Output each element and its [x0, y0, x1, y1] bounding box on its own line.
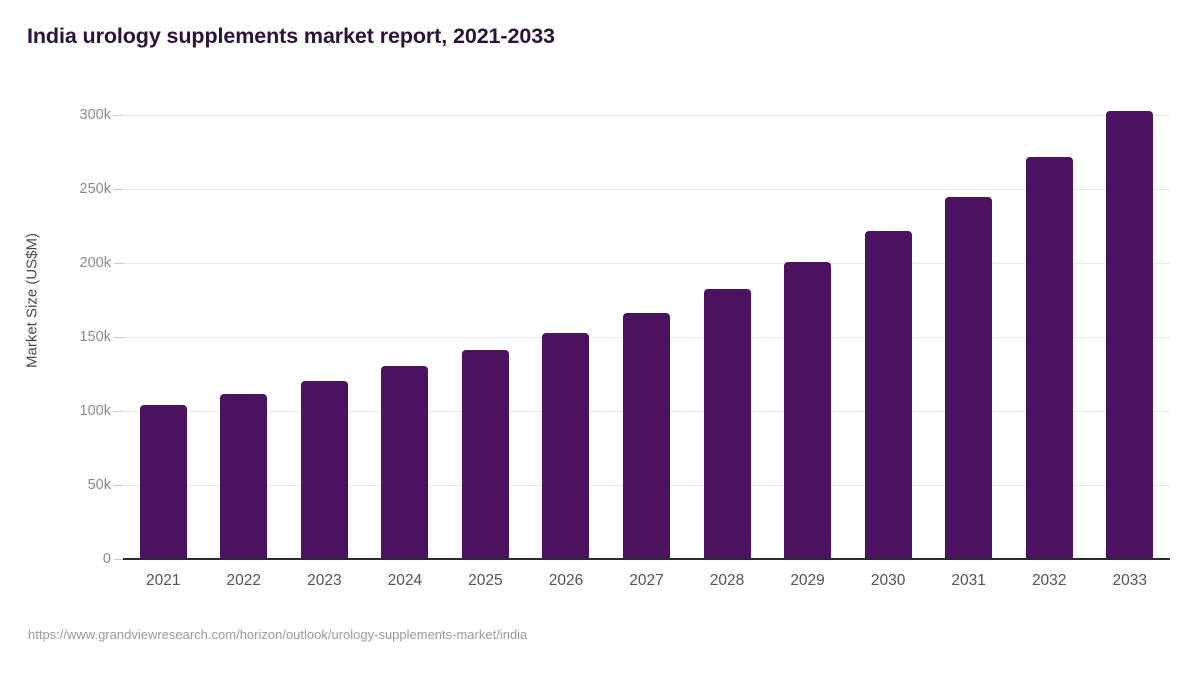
y-tick-label: 200k: [79, 255, 111, 271]
y-axis-title: Market Size (US$M): [23, 232, 41, 369]
bar[interactable]: [703, 288, 751, 559]
y-tick-mark: [114, 337, 123, 338]
y-tick-mark: [114, 189, 123, 190]
y-tick-label: 250k: [79, 181, 111, 197]
bar[interactable]: [381, 366, 429, 559]
bar[interactable]: [542, 332, 590, 559]
x-tick-label: 2031: [951, 572, 986, 589]
x-tick-label: 2032: [1031, 572, 1067, 589]
x-tick-label: 2022: [226, 572, 262, 589]
x-tick-label: 2027: [629, 572, 664, 589]
y-tick-label: 300k: [79, 107, 111, 123]
bar[interactable]: [220, 393, 268, 559]
y-tick-label: 150k: [79, 329, 111, 345]
source-url: https://www.grandviewresearch.com/horizo…: [28, 627, 528, 642]
gridline: [123, 189, 1170, 190]
y-tick-label: 0: [102, 551, 111, 567]
x-tick-label: 2026: [548, 572, 584, 589]
y-tick-label: 50k: [87, 477, 111, 493]
x-tick-label: 2024: [387, 572, 423, 589]
bar[interactable]: [945, 197, 993, 559]
bar[interactable]: [300, 380, 348, 559]
bar[interactable]: [139, 405, 187, 559]
bar[interactable]: [623, 313, 670, 559]
y-tick-label: 100k: [79, 403, 111, 419]
x-tick-label: 2021: [146, 572, 181, 589]
x-tick-label: 2023: [307, 572, 342, 589]
y-tick-mark: [114, 115, 123, 116]
page-title: India urology supplements market report,…: [27, 24, 555, 48]
y-tick-mark: [114, 411, 123, 412]
x-tick-label: 2025: [468, 572, 503, 589]
y-tick-mark: [114, 263, 123, 264]
y-tick-mark: [114, 485, 123, 486]
x-tick-label: 2033: [1112, 572, 1147, 589]
bar[interactable]: [864, 231, 912, 559]
plot-area: [123, 111, 1170, 560]
x-axis-line: [123, 558, 1170, 560]
gridline: [123, 115, 1170, 116]
bar[interactable]: [1106, 111, 1154, 559]
bar[interactable]: [461, 350, 509, 559]
bar[interactable]: [1025, 157, 1073, 559]
x-tick-label: 2028: [709, 572, 745, 589]
x-tick-label: 2029: [790, 572, 825, 589]
y-tick-mark: [114, 559, 123, 560]
bar[interactable]: [784, 261, 832, 559]
gridline: [123, 263, 1170, 264]
x-tick-label: 2030: [870, 572, 906, 589]
